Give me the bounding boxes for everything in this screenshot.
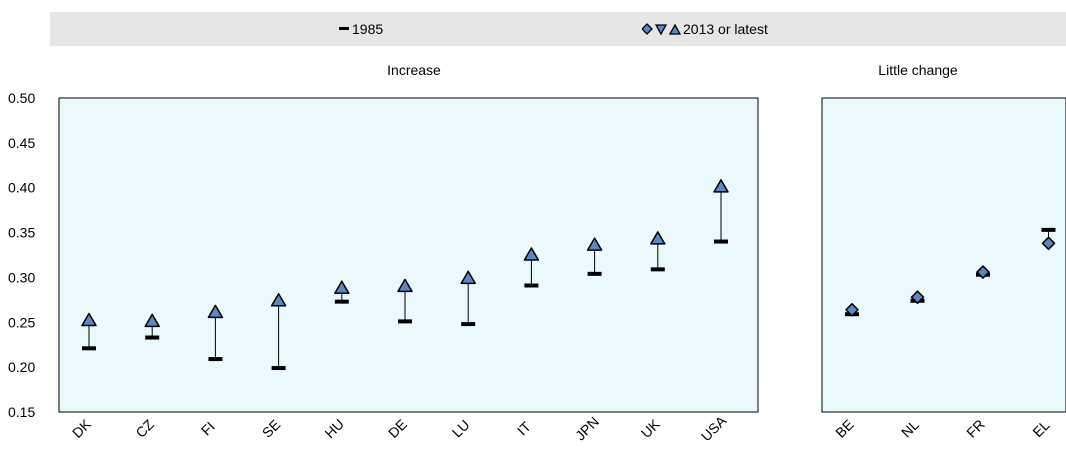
panel-0 [58,97,759,413]
y-tick-label: 0.50 [8,90,35,106]
panel-title: Increase [387,62,441,78]
end-marker [207,304,224,319]
x-tick-label: UK [638,415,664,441]
start-marker [271,366,286,371]
x-tick-label: DK [69,415,95,441]
x-tick-label: FI [198,418,218,438]
x-tick-label: FR [963,416,988,441]
start-marker [82,346,96,351]
panel-title: Little change [878,62,958,78]
legend-label-latest: 2013 or latest [683,21,768,37]
x-tick-label: SE [259,416,284,441]
x-tick-label: JPN [572,413,602,443]
end-marker [144,313,160,328]
start-marker [650,267,665,272]
start-marker [208,357,223,362]
x-tick-label: BE [832,416,857,441]
x-tick-label: USA [698,412,730,444]
legend-item-1985: 1985 [338,12,383,46]
legend-label-1985: 1985 [352,21,384,37]
legend-bar: 1985 2013 or latest [50,12,1066,46]
x-tick-label: HU [321,416,347,442]
y-tick-label: 0.40 [8,180,35,196]
legend-item-latest: 2013 or latest [642,12,768,46]
end-marker [270,293,287,307]
start-marker [524,283,539,288]
y-tick-label: 0.45 [8,135,35,151]
end-marker [1041,236,1056,251]
start-marker [587,271,602,276]
end-marker [460,270,476,285]
end-marker [523,247,540,261]
marker-shapes-icon [642,23,682,36]
y-tick-label: 0.35 [8,225,35,241]
start-marker [461,322,476,327]
start-marker [1041,227,1056,232]
end-marker [81,312,97,327]
panel-1 [821,97,1066,413]
end-marker [910,290,925,304]
end-marker [334,280,350,294]
end-marker [650,231,666,245]
x-tick-label: EL [1029,417,1053,441]
x-tick-label: CZ [132,416,157,441]
y-tick-label: 0.15 [8,404,35,420]
end-marker [397,278,413,293]
end-marker [976,265,990,279]
x-tick-label: DE [385,416,410,441]
x-tick-label: IT [514,418,534,438]
end-marker [586,237,603,251]
x-tick-label: NL [898,416,922,440]
y-tick-label: 0.20 [8,359,35,375]
dash-marker-icon [339,27,349,30]
start-marker [334,299,349,304]
x-tick-label: LU [449,416,473,440]
start-marker [398,319,412,324]
y-tick-label: 0.25 [8,314,35,330]
start-marker [714,239,728,244]
y-tick-label: 0.30 [8,269,35,285]
end-marker [845,302,859,317]
start-marker [145,335,160,340]
end-marker [713,179,729,193]
